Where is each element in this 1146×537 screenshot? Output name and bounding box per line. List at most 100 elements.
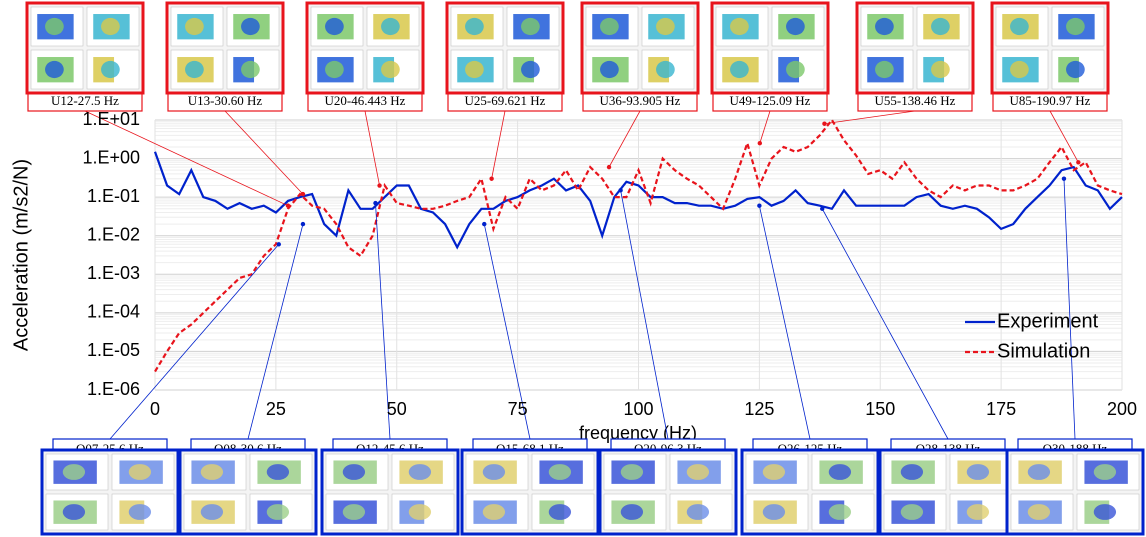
y-tick-label: 1.E-03 — [87, 263, 140, 283]
y-tick-label: 1.E-05 — [87, 340, 140, 360]
thumbnail-mode — [201, 464, 223, 480]
thumbnail-mode — [763, 504, 785, 520]
thumbnail-mode — [967, 504, 989, 520]
thumbnail — [307, 3, 423, 93]
y-tick-label: 1.E+00 — [82, 147, 140, 167]
thumbnail-mode — [621, 464, 643, 480]
thumbnail-mode — [786, 18, 805, 35]
thumbnail-mode — [656, 18, 675, 35]
thumbnail-mode — [101, 18, 120, 35]
thumbnail-mode — [1066, 18, 1085, 35]
thumbnail — [27, 3, 143, 93]
annotation-arrowhead — [489, 177, 493, 181]
thumbnail-mode — [549, 504, 571, 520]
annotation-arrowhead — [820, 207, 824, 211]
thumbnail-mode — [521, 18, 540, 35]
annotation-arrowhead — [822, 122, 826, 126]
legend-label: Experiment — [997, 310, 1099, 332]
thumbnail-mode — [600, 61, 619, 78]
annotation-arrowhead — [618, 188, 622, 192]
thumbnail-mode — [129, 504, 151, 520]
thumbnail-mode — [325, 18, 344, 35]
annotation-arrowhead — [482, 222, 486, 226]
chart: Acceleration (m/s2/N) frequency (Hz) U12… — [0, 0, 1146, 537]
page: Acceleration (m/s2/N) frequency (Hz) U12… — [0, 0, 1146, 537]
y-tick-label: 1.E+01 — [82, 109, 140, 129]
thumbnail-mode — [381, 61, 400, 78]
annotation-arrowhead — [757, 203, 761, 207]
annotation-arrowhead — [607, 165, 611, 169]
thumbnail-mode — [1010, 61, 1029, 78]
thumbnail-mode — [786, 61, 805, 78]
x-tick-label: 200 — [1107, 399, 1137, 419]
annotation-arrowhead — [377, 183, 381, 187]
x-tick-label: 25 — [266, 399, 286, 419]
thumbnail-mode — [1066, 61, 1085, 78]
thumbnail — [167, 3, 283, 93]
annotation-arrowhead — [1062, 177, 1066, 181]
thumbnail-mode — [931, 18, 950, 35]
thumbnail-mode — [656, 61, 675, 78]
thumbnail-mode — [101, 61, 120, 78]
annotation-arrowhead — [1076, 160, 1080, 164]
thumbnail-mode — [967, 464, 989, 480]
thumbnail-mode — [1028, 504, 1050, 520]
thumbnail-mode — [483, 464, 505, 480]
thumbnail-mode — [763, 464, 785, 480]
thumbnail-mode — [267, 464, 289, 480]
x-tick-label: 100 — [623, 399, 653, 419]
thumbnail — [600, 450, 736, 534]
x-tick-label: 175 — [986, 399, 1016, 419]
thumbnail-mode — [465, 61, 484, 78]
y-tick-label: 1.E-04 — [87, 302, 140, 322]
thumbnail-mode — [829, 504, 851, 520]
annotation-arrowhead — [286, 203, 290, 207]
thumbnail-mode — [129, 464, 151, 480]
annotation-label: U13-30.60 Hz — [188, 93, 263, 108]
thumbnail-mode — [901, 464, 923, 480]
annotation-label: U49-125.09 Hz — [730, 93, 811, 108]
thumbnail — [42, 450, 178, 534]
grid — [155, 120, 1122, 390]
thumbnail — [180, 450, 316, 534]
y-tick-label: 1.E-01 — [87, 186, 140, 206]
thumbnail-mode — [931, 61, 950, 78]
thumbnail-mode — [343, 504, 365, 520]
thumbnail-mode — [381, 18, 400, 35]
thumbnail-mode — [409, 504, 431, 520]
annotation-label: U36-93.905 Hz — [600, 93, 681, 108]
thumbnail-mode — [549, 464, 571, 480]
thumbnail-mode — [621, 504, 643, 520]
thumbnail-mode — [730, 18, 749, 35]
thumbnail — [447, 3, 563, 93]
thumbnail-mode — [875, 18, 894, 35]
annotation-arrowhead — [758, 141, 762, 145]
thumbnail — [462, 450, 598, 534]
thumbnail-mode — [1010, 18, 1029, 35]
thumbnail-mode — [901, 504, 923, 520]
thumbnail-mode — [465, 18, 484, 35]
thumbnail — [880, 450, 1016, 534]
thumbnail-mode — [45, 18, 64, 35]
thumbnail-mode — [829, 464, 851, 480]
thumbnail — [1007, 450, 1143, 534]
x-tick-label: 0 — [150, 399, 160, 419]
legend-label: Simulation — [997, 340, 1090, 362]
thumbnail-mode — [409, 464, 431, 480]
thumbnail-mode — [241, 61, 260, 78]
thumbnail-mode — [241, 18, 260, 35]
thumbnail-mode — [325, 61, 344, 78]
y-tick-label: 1.E-02 — [87, 224, 140, 244]
thumbnail — [322, 450, 458, 534]
thumbnail-mode — [730, 61, 749, 78]
annotation-label: U25-69.621 Hz — [465, 93, 546, 108]
thumbnail-mode — [45, 61, 64, 78]
annotation-arrowhead — [373, 201, 377, 205]
thumbnail-mode — [63, 504, 85, 520]
y-axis-label: Acceleration (m/s2/N) — [10, 159, 32, 351]
thumbnail-mode — [343, 464, 365, 480]
annotation-arrow — [760, 111, 770, 143]
thumbnail-mode — [521, 61, 540, 78]
annotation-arrowhead — [301, 222, 305, 226]
